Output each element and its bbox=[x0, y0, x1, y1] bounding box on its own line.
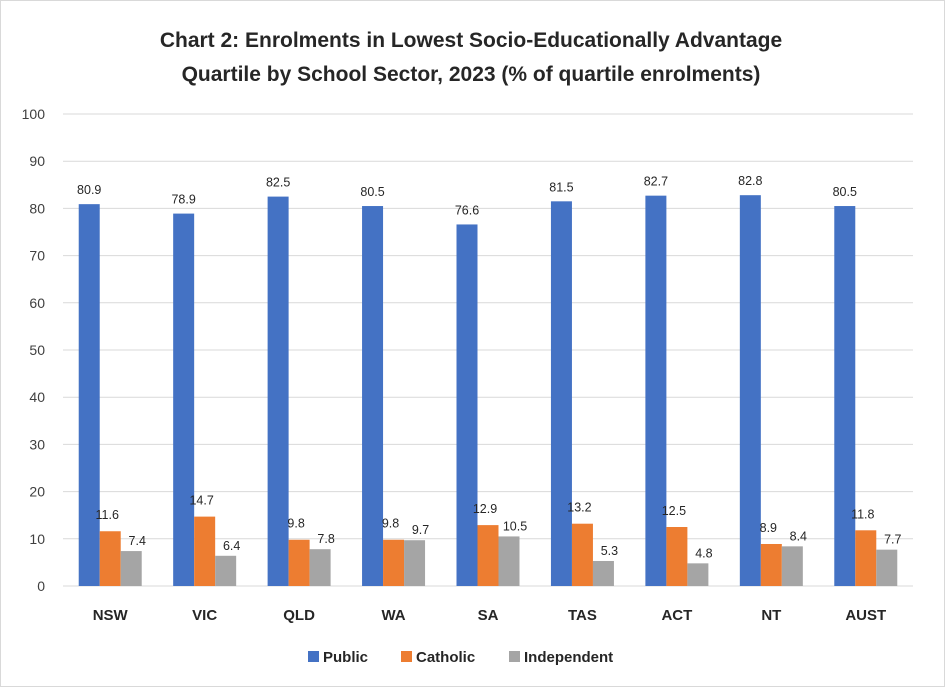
bar-catholic-aust bbox=[855, 530, 877, 586]
bar-public-act bbox=[645, 195, 667, 586]
bar-independent-tas bbox=[592, 560, 614, 586]
bar-independent-qld bbox=[309, 549, 331, 586]
y-tick-label: 70 bbox=[29, 248, 45, 264]
data-label-public-qld: 82.5 bbox=[266, 176, 290, 190]
data-label-public-sa: 76.6 bbox=[455, 203, 479, 217]
bar-independent-nt bbox=[781, 546, 803, 586]
y-tick-label: 60 bbox=[29, 295, 45, 311]
bar-public-nt bbox=[739, 195, 761, 586]
x-tick-label-sa: SA bbox=[478, 607, 499, 624]
data-label-catholic-nt: 8.9 bbox=[760, 521, 777, 535]
bar-public-aust bbox=[834, 206, 856, 587]
y-tick-label: 80 bbox=[29, 200, 45, 216]
data-label-independent-nsw: 7.4 bbox=[129, 534, 146, 548]
data-label-public-tas: 81.5 bbox=[549, 180, 573, 194]
x-tick-label-nsw: NSW bbox=[93, 607, 129, 624]
data-label-public-wa: 80.5 bbox=[360, 185, 384, 199]
data-label-independent-sa: 10.5 bbox=[503, 519, 527, 533]
bar-catholic-vic bbox=[194, 516, 216, 586]
chart-title-line-1: Chart 2: Enrolments in Lowest Socio-Educ… bbox=[160, 29, 782, 52]
y-tick-label: 30 bbox=[29, 436, 45, 452]
y-tick-label: 0 bbox=[37, 578, 45, 594]
y-tick-label: 20 bbox=[29, 484, 45, 500]
bar-catholic-wa bbox=[383, 539, 405, 586]
bar-public-tas bbox=[550, 201, 572, 586]
data-label-catholic-aust: 11.8 bbox=[851, 507, 874, 521]
x-tick-label-aust: AUST bbox=[845, 607, 886, 624]
data-label-independent-wa: 9.7 bbox=[412, 523, 429, 537]
legend-swatch-catholic bbox=[401, 651, 412, 662]
bar-catholic-nsw bbox=[99, 531, 121, 586]
data-label-independent-nt: 8.4 bbox=[790, 529, 807, 543]
chart-title-line-2: Quartile by School Sector, 2023 (% of qu… bbox=[182, 63, 761, 86]
data-label-public-aust: 80.5 bbox=[833, 185, 857, 199]
bar-public-wa bbox=[362, 206, 384, 587]
bar-catholic-sa bbox=[477, 525, 499, 586]
data-label-public-vic: 78.9 bbox=[171, 193, 195, 207]
y-tick-label: 40 bbox=[29, 389, 45, 405]
legend-swatch-public bbox=[308, 651, 319, 662]
data-label-independent-vic: 6.4 bbox=[223, 539, 240, 553]
data-label-catholic-vic: 14.7 bbox=[189, 494, 213, 508]
data-label-independent-aust: 7.7 bbox=[884, 533, 901, 547]
data-label-public-act: 82.7 bbox=[644, 175, 668, 189]
legend-label-public: Public bbox=[323, 649, 368, 666]
x-tick-label-nt: NT bbox=[761, 607, 781, 624]
bar-independent-act bbox=[687, 563, 709, 586]
bar-catholic-qld bbox=[288, 539, 310, 586]
x-tick-label-wa: WA bbox=[381, 607, 405, 624]
y-tick-label: 90 bbox=[29, 153, 45, 169]
bar-public-vic bbox=[173, 213, 195, 587]
data-label-catholic-tas: 13.2 bbox=[567, 501, 591, 515]
bar-independent-sa bbox=[498, 536, 520, 586]
bar-independent-nsw bbox=[120, 551, 142, 586]
data-label-independent-tas: 5.3 bbox=[601, 544, 618, 558]
data-label-catholic-nsw: 11.6 bbox=[96, 508, 119, 522]
legend-swatch-independent bbox=[509, 651, 520, 662]
bar-catholic-act bbox=[666, 527, 688, 586]
data-label-independent-qld: 7.8 bbox=[317, 532, 334, 546]
y-axis-ticks: 0 10 20 30 40 50 60 70 80 90 100 bbox=[22, 106, 46, 594]
y-tick-label: 100 bbox=[22, 106, 46, 122]
data-labels: 80.9 11.6 7.4 78.9 14.7 6.4 82.5 9.8 7.8 80.5 9.8 9… bbox=[77, 174, 901, 560]
bar-independent-vic bbox=[215, 555, 237, 586]
bars bbox=[78, 195, 898, 587]
data-label-independent-act: 4.8 bbox=[695, 546, 712, 560]
data-label-public-nsw: 80.9 bbox=[77, 183, 101, 197]
data-label-catholic-act: 12.5 bbox=[662, 504, 686, 518]
bar-catholic-nt bbox=[760, 543, 782, 586]
data-label-catholic-wa: 9.8 bbox=[382, 517, 399, 531]
legend-label-catholic: Catholic bbox=[416, 649, 475, 666]
bar-public-nsw bbox=[78, 204, 100, 587]
data-label-public-nt: 82.8 bbox=[738, 174, 762, 188]
legend: Public Catholic Independent bbox=[308, 649, 613, 666]
x-axis-ticks: NSW VIC QLD WA SA TAS ACT NT AUST bbox=[93, 607, 886, 624]
data-label-catholic-sa: 12.9 bbox=[473, 502, 497, 516]
bar-independent-aust bbox=[876, 549, 898, 586]
bar-catholic-tas bbox=[571, 523, 593, 586]
y-tick-label: 50 bbox=[29, 342, 45, 358]
x-tick-label-act: ACT bbox=[661, 607, 692, 624]
bar-public-qld bbox=[267, 196, 289, 586]
bar-public-sa bbox=[456, 224, 478, 586]
x-tick-label-vic: VIC bbox=[192, 607, 217, 624]
x-tick-label-tas: TAS bbox=[568, 607, 597, 624]
bar-independent-wa bbox=[404, 540, 426, 586]
legend-label-independent: Independent bbox=[524, 649, 613, 666]
x-tick-label-qld: QLD bbox=[283, 607, 315, 624]
y-tick-label: 10 bbox=[29, 531, 45, 547]
data-label-catholic-qld: 9.8 bbox=[287, 517, 304, 531]
